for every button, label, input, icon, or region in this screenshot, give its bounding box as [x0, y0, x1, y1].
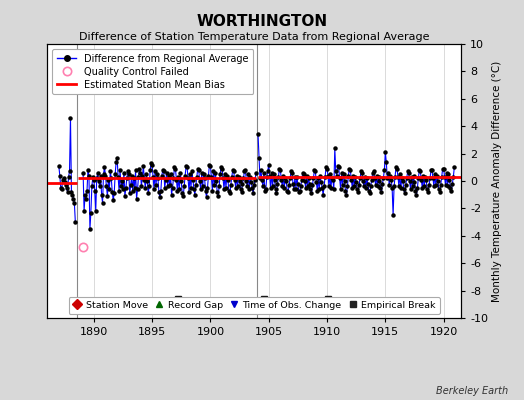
Text: WORTHINGTON: WORTHINGTON	[196, 14, 328, 29]
Legend: Station Move, Record Gap, Time of Obs. Change, Empirical Break: Station Move, Record Gap, Time of Obs. C…	[69, 297, 440, 314]
Text: Berkeley Earth: Berkeley Earth	[436, 386, 508, 396]
Title: Difference of Station Temperature Data from Regional Average: Difference of Station Temperature Data f…	[79, 32, 429, 42]
Y-axis label: Monthly Temperature Anomaly Difference (°C): Monthly Temperature Anomaly Difference (…	[493, 60, 503, 302]
